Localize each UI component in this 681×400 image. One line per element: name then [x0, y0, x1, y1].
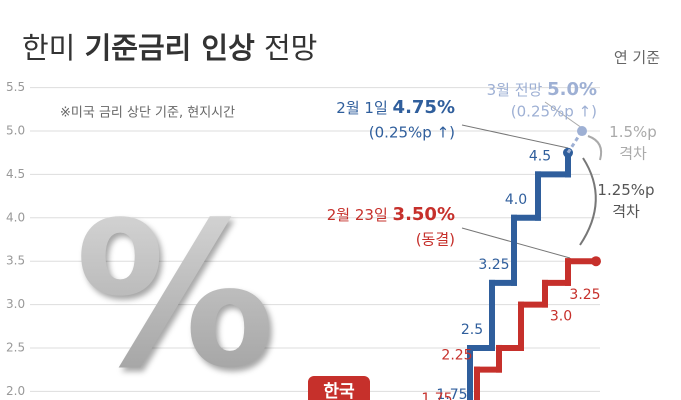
legend-label: 한국 — [323, 382, 355, 400]
y-tick-label: 5.5 — [6, 80, 25, 94]
value-label: 3.25 — [569, 287, 600, 303]
value-label: 2.25 — [441, 348, 472, 364]
value-label: 3.25 — [478, 257, 509, 273]
unit-note: 연 기준 — [614, 49, 660, 67]
value-label: 4.5 — [529, 148, 551, 164]
plot: 1.75 2.5 3.25 4.0 4.5 1.75 2.25 3.0 3.25 한국 — [308, 126, 601, 400]
gap-brace — [587, 135, 603, 161]
chart-title: 한미 기준금리 인상 전망 — [22, 31, 317, 65]
y-tick-label: 2.0 — [6, 384, 25, 398]
annotation: 1.5%p — [609, 123, 657, 141]
title-part: 한미 — [22, 31, 75, 65]
annotation-text: 2월 23일 — [327, 206, 388, 224]
annotation-sub: (0.25%p ↑) — [369, 124, 455, 142]
annotation: 3월 전망 5.0% — [487, 79, 597, 100]
title-part: 전망 — [264, 31, 317, 65]
title-part: 기준금리 인상 — [85, 31, 255, 65]
annotation-sub: 격차 — [612, 203, 640, 221]
end-dot — [591, 256, 601, 267]
y-tick-label: 2.5 — [6, 340, 25, 354]
value-label: 2.5 — [461, 322, 483, 338]
y-tick-label: 4.0 — [6, 210, 25, 224]
note: ※미국 금리 상단 기준, 현지시간 — [60, 106, 235, 121]
annotation-text: 2월 1일 — [336, 99, 387, 117]
leader-line — [544, 101, 583, 129]
legend-box — [308, 376, 370, 400]
annotation-sub: (0.25%p ↑) — [511, 103, 597, 121]
leader-line — [461, 124, 569, 149]
annotation-emphasis: 4.75% — [393, 97, 455, 118]
annotation-sub: (동결) — [416, 231, 455, 249]
decoration: % — [75, 180, 275, 400]
value-label: 1.75 — [436, 387, 467, 400]
end-dot — [577, 126, 587, 137]
annotation-sub: 격차 — [619, 145, 647, 163]
annotation-emphasis: 5.0% — [547, 79, 597, 100]
value-label: 4.0 — [505, 192, 527, 208]
annotation: 2월 1일 4.75% — [336, 97, 455, 118]
gap-brace — [579, 157, 597, 246]
value-label: 1.75 — [421, 391, 452, 400]
annotation-text: 1.5%p — [609, 123, 657, 141]
annotation-text: 3월 전망 — [487, 81, 543, 99]
y-tick-label: 3.5 — [6, 254, 25, 268]
y-tick-label: 5.0 — [6, 124, 25, 138]
annotations: 2월 1일 4.75% (0.25%p ↑) 3월 전망 5.0% (0.25%p ↑… — [327, 79, 657, 249]
annotation-text: 1.25%p — [597, 181, 654, 199]
annotation: 2월 23일 3.50% — [327, 204, 455, 225]
y-tick-label: 3.0 — [6, 297, 25, 311]
annotation-emphasis: 3.50% — [393, 204, 455, 225]
y-tick-label: 4.5 — [6, 167, 25, 181]
annotation: 1.25%p — [597, 181, 654, 199]
value-label: 3.0 — [550, 309, 572, 325]
